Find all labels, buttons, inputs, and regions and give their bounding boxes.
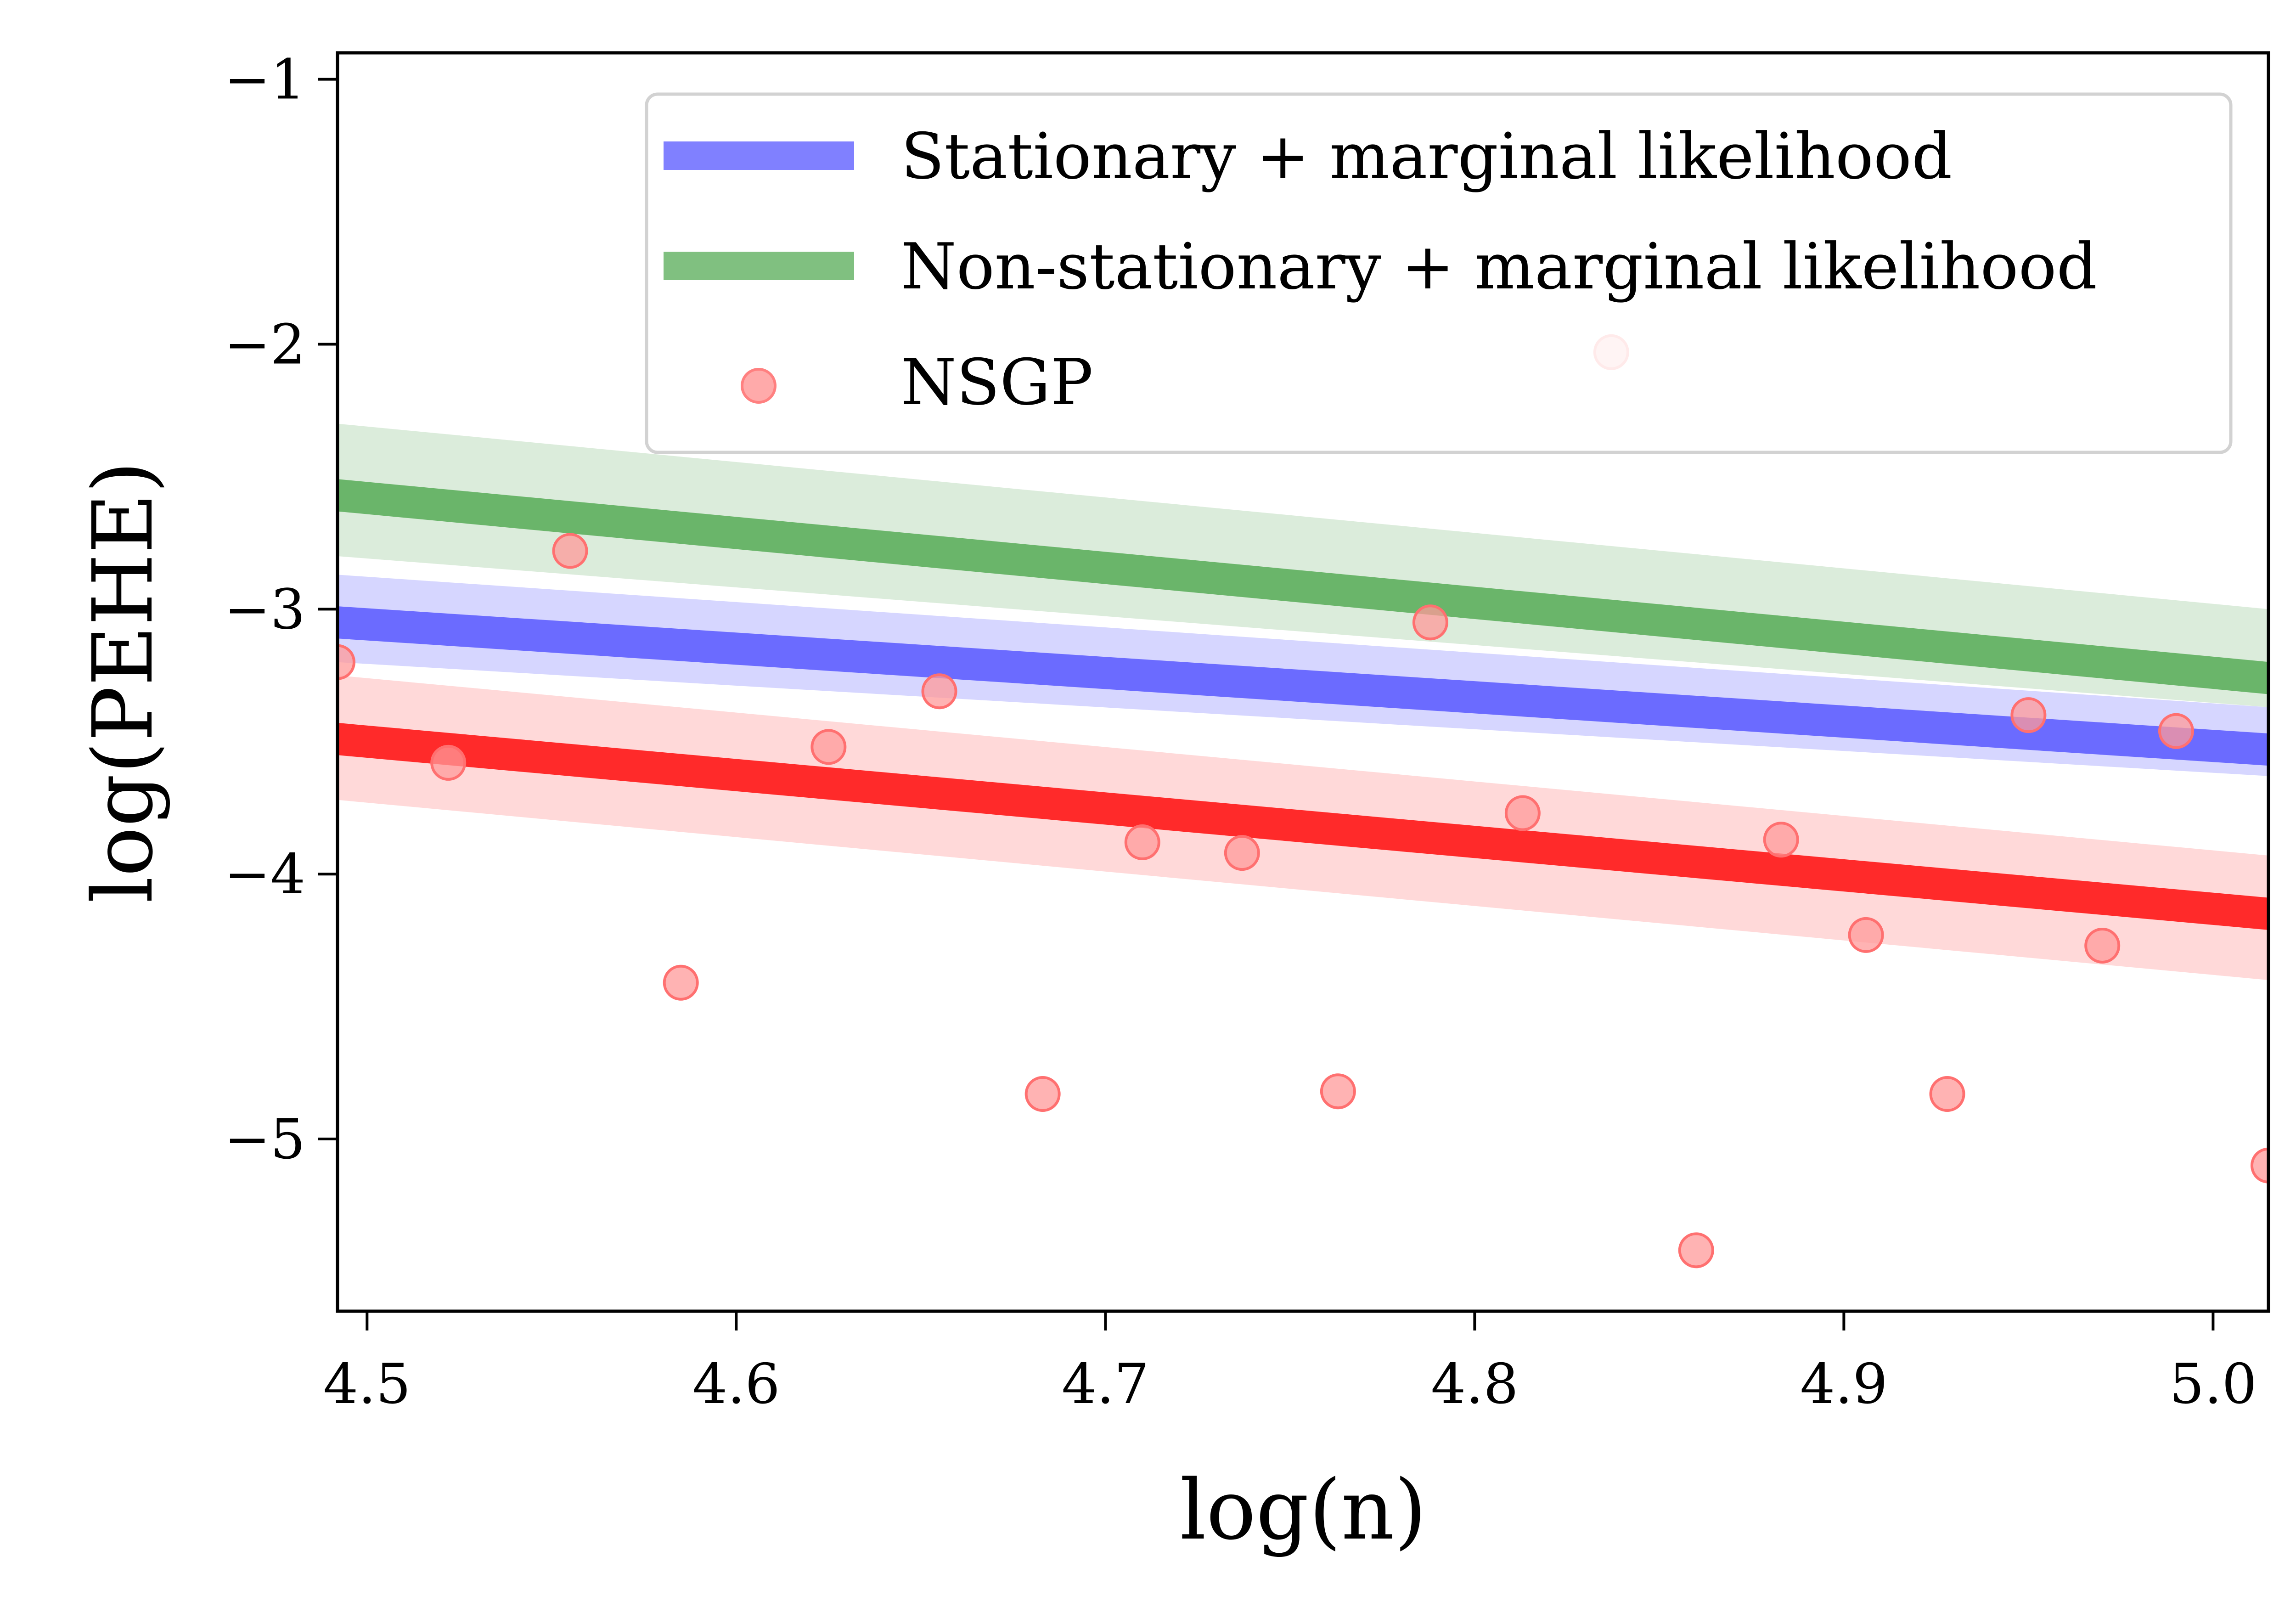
nsgp-point-16 — [1929, 1076, 1965, 1112]
nsgp-point-2 — [552, 533, 588, 569]
x-tick-label-4: 4.9 — [1800, 1353, 1888, 1416]
y-axis-label: log(PEHE) — [75, 461, 171, 903]
nsgp-point-18 — [2084, 927, 2121, 964]
nsgp-point-0 — [338, 644, 355, 680]
y-tick-label-0: −1 — [224, 48, 305, 112]
trend-lines — [338, 479, 2268, 930]
y-tick-label-3: −4 — [224, 843, 305, 907]
y-tick-label-2: −3 — [224, 578, 305, 642]
nsgp-point-11 — [1504, 795, 1541, 831]
plot-frame — [336, 51, 2270, 1313]
nsgp-point-7 — [1124, 824, 1160, 860]
nsgp-point-15 — [1848, 917, 1884, 953]
line-stationary-marginal-likelihood-0 — [338, 606, 2268, 766]
legend-label-stationary: Stationary + marginal likelihood — [901, 119, 1952, 193]
nsgp-point-14 — [1763, 822, 1799, 858]
legend-label-nsgp: NSGP — [901, 345, 1093, 419]
legend-box — [645, 92, 2233, 454]
nsgp-point-8 — [1224, 835, 1260, 871]
x-tick-label-5: 5.0 — [2169, 1353, 2257, 1416]
x-tick-label-2: 4.7 — [1062, 1353, 1149, 1416]
nsgp-point-5 — [921, 673, 957, 710]
nsgp-point-4 — [810, 729, 847, 765]
y-tick-label-1: −2 — [224, 313, 305, 377]
nsgp-point-3 — [663, 964, 699, 1001]
legend-marker-nsgp — [741, 368, 777, 404]
x-axis-label: log(n) — [1180, 1462, 1427, 1558]
x-tick-label-0: 4.5 — [323, 1353, 411, 1416]
y-axis-ticks: −1 −2 −3 −4 −5 — [224, 48, 338, 1172]
nsgp-point-10 — [1412, 604, 1448, 641]
x-tick-label-3: 4.8 — [1431, 1353, 1519, 1416]
nsgp-point-13 — [1678, 1232, 1714, 1268]
nsgp-point-20 — [2251, 1147, 2268, 1184]
nsgp-point-9 — [1320, 1073, 1356, 1110]
nsgp-point-1 — [430, 744, 467, 781]
legend-label-non-stationary: Non-stationary + marginal likelihood — [901, 230, 2097, 304]
scatter-points — [338, 334, 2268, 1268]
line-non-stationary-marginal-likelihood-1 — [338, 479, 2268, 694]
x-axis-ticks: 4.5 4.6 4.7 4.8 4.9 5.0 — [323, 1311, 2257, 1416]
legend-swatch-stationary — [664, 141, 854, 170]
legend-swatch-non-stationary — [664, 252, 854, 280]
legend: Stationary + marginal likelihood Non-sta… — [645, 92, 2233, 454]
nsgp-point-6 — [1024, 1076, 1061, 1112]
nsgp-point-19 — [2158, 713, 2194, 749]
nsgp-point-17 — [2010, 697, 2047, 733]
x-tick-label-1: 4.6 — [692, 1353, 780, 1416]
line-fit-2 — [338, 723, 2268, 930]
y-tick-label-4: −5 — [224, 1108, 305, 1172]
